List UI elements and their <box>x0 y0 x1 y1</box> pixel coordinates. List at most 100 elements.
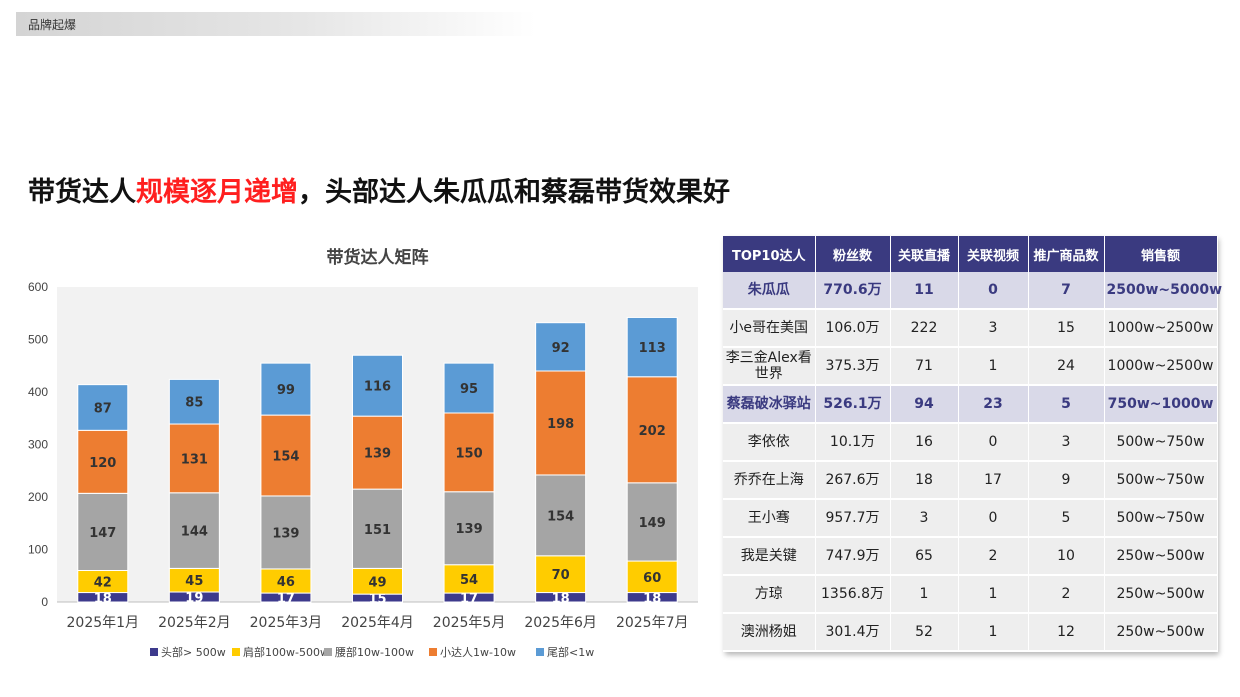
table-cell: 小e哥在美国 <box>723 309 816 348</box>
legend-label: 头部> 500w <box>161 645 226 659</box>
bar-segment <box>443 491 495 566</box>
table-row: 王小骞 957.7万 3 0 5 500w~750w <box>723 499 1218 538</box>
table-cell: 500w~750w <box>1104 461 1218 500</box>
table-cell: 106.0万 <box>815 309 891 348</box>
data-label: 198 <box>547 417 574 432</box>
table-cell: 12 <box>1028 613 1105 652</box>
bar-segment <box>77 384 129 431</box>
data-label: 18 <box>643 591 661 606</box>
section-label-bar: 品牌起爆 <box>16 12 536 36</box>
table-cell: 我是关键 <box>723 537 816 576</box>
table-cell: 500w~750w <box>1104 423 1218 462</box>
y-tick-label: 600 <box>28 280 48 294</box>
y-tick-label: 300 <box>28 438 48 452</box>
table-row: 朱瓜瓜 770.6万 11 0 7 2500w~5000w <box>723 272 1222 310</box>
legend-label: 腰部10w-100w <box>335 645 414 659</box>
table-cell: 3 <box>890 499 959 538</box>
table-cell: 1 <box>890 575 959 614</box>
data-label: 70 <box>552 568 570 583</box>
data-label: 202 <box>639 424 666 439</box>
bar-segment <box>260 362 312 416</box>
table-cell: 李三金Alex看世界 <box>723 347 816 386</box>
table-cell: 2 <box>958 537 1029 576</box>
legend-swatch <box>324 648 332 656</box>
bar-segment <box>260 495 312 570</box>
table-cell: 957.7万 <box>815 499 891 538</box>
x-tick-label: 2025年3月 <box>250 615 323 631</box>
bar-segment <box>535 370 587 476</box>
table-body: 朱瓜瓜 770.6万 11 0 7 2500w~5000w 小e哥在美国 106.0万 222 3… <box>723 272 1222 652</box>
table-cell: 15 <box>1028 309 1105 348</box>
table-cell: 500w~750w <box>1104 499 1218 538</box>
table-row: 蔡磊破冰驿站 526.1万 94 23 5 750w~1000w <box>723 385 1218 424</box>
data-label: 19 <box>185 591 203 606</box>
data-label: 42 <box>94 576 112 591</box>
table-cell: 乔乔在上海 <box>723 461 816 500</box>
data-label: 15 <box>368 592 386 607</box>
chart-title: 带货达人矩阵 <box>327 247 429 268</box>
table-cell: 23 <box>958 385 1029 424</box>
data-label: 87 <box>94 401 112 416</box>
table-cell: 王小骞 <box>723 499 816 538</box>
table-cell: 1 <box>958 613 1029 652</box>
table-cell: 澳洲杨姐 <box>723 613 816 652</box>
table-cell: 747.9万 <box>815 537 891 576</box>
x-tick-label: 2025年4月 <box>341 615 414 631</box>
bar-segment <box>352 415 403 490</box>
table-cell: 2 <box>1028 575 1105 614</box>
table-cell: 16 <box>890 423 959 462</box>
table-row: 我是关键 747.9万 65 2 10 250w~500w <box>723 537 1218 576</box>
bar-segment <box>168 492 220 569</box>
table-row: 李三金Alex看世界 375.3万 71 1 24 1000w~2500w <box>723 347 1218 386</box>
data-label: 139 <box>272 526 299 541</box>
table-cell: 17 <box>958 461 1029 500</box>
bar-segment <box>443 362 495 414</box>
bar-segment <box>352 567 403 595</box>
data-label: 116 <box>364 380 391 395</box>
top10-table: TOP10达人 粉丝数 关联直播 关联视频 推广商品数 销售额 朱瓜瓜 770.6万 11 0 7… <box>723 236 1222 652</box>
data-label: 17 <box>460 592 478 607</box>
table-cell: 222 <box>890 309 959 348</box>
table-cell: 250w~500w <box>1104 613 1218 652</box>
table-cell: 李依依 <box>723 423 816 462</box>
column-header: 销售额 <box>1104 236 1218 272</box>
bar-segment <box>535 322 587 372</box>
column-header: 关联直播 <box>890 236 959 272</box>
table-cell: 11 <box>890 272 959 310</box>
bar-segment <box>168 378 220 425</box>
bar-segment <box>443 564 495 594</box>
x-tick-label: 2025年2月 <box>158 615 231 631</box>
table-row: 小e哥在美国 106.0万 222 3 15 1000w~2500w <box>723 309 1218 348</box>
table-cell: 65 <box>890 537 959 576</box>
data-label: 131 <box>181 452 208 467</box>
data-label: 92 <box>552 341 570 356</box>
bar-segment <box>626 482 678 562</box>
table-cell: 蔡磊破冰驿站 <box>723 385 816 424</box>
column-header: 推广商品数 <box>1028 236 1105 272</box>
y-tick-label: 400 <box>28 385 48 399</box>
bar-segment <box>535 555 587 594</box>
table-cell: 9 <box>1028 461 1105 500</box>
table-cell: 301.4万 <box>815 613 891 652</box>
headline-highlight: 规模逐月递增 <box>136 177 298 208</box>
table-cell: 24 <box>1028 347 1105 386</box>
table-cell: 52 <box>890 613 959 652</box>
data-label: 151 <box>364 523 391 538</box>
table-row: 澳洲杨姐 301.4万 52 1 12 250w~500w <box>723 613 1218 652</box>
legend-label: 小达人1w-10w <box>440 646 516 659</box>
legend-label: 肩部100w-500w <box>243 645 329 659</box>
stacked-bar-chart: 带货达人矩阵0100200300400500600184214712087202… <box>28 247 698 659</box>
y-tick-label: 200 <box>28 490 48 504</box>
x-tick-label: 2025年7月 <box>616 615 689 631</box>
table-cell: 770.6万 <box>815 272 891 310</box>
data-label: 144 <box>181 525 208 540</box>
column-header: 粉丝数 <box>815 236 891 272</box>
headline-part2: ，头部达人朱瓜瓜和蔡磊带货效果好 <box>298 177 730 208</box>
data-label: 18 <box>94 591 112 606</box>
legend-swatch <box>429 648 437 656</box>
data-label: 113 <box>639 341 666 356</box>
table-cell: 250w~500w <box>1104 537 1218 576</box>
table-header: TOP10达人 粉丝数 关联直播 关联视频 推广商品数 销售额 <box>723 236 1218 272</box>
table-cell: 250w~500w <box>1104 575 1218 614</box>
table-cell: 1356.8万 <box>815 575 891 614</box>
